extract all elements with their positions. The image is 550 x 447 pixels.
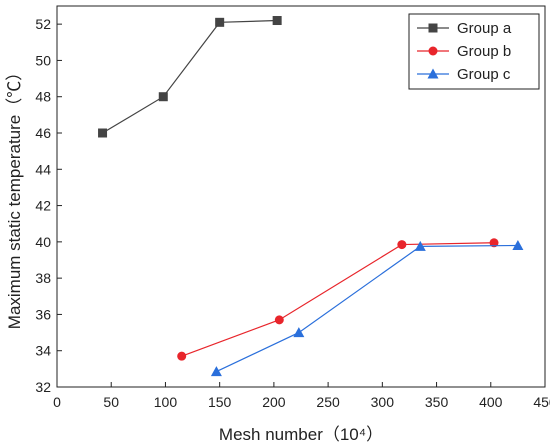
- y-tick-label: 48: [35, 89, 51, 105]
- series-group-a: [98, 16, 282, 138]
- y-tick-label: 40: [35, 234, 51, 250]
- legend-label: Group b: [457, 43, 511, 60]
- x-tick-label: 350: [425, 394, 449, 410]
- legend-label: Group c: [457, 66, 511, 83]
- data-point: [512, 239, 524, 250]
- y-tick-label: 32: [35, 379, 51, 395]
- y-tick-label: 50: [35, 52, 51, 68]
- data-point: [397, 240, 407, 250]
- series-group-c: [210, 239, 524, 377]
- data-point: [274, 315, 284, 325]
- y-tick-label: 44: [35, 161, 51, 177]
- series-group-b: [177, 238, 499, 361]
- y-tick-label: 42: [35, 198, 51, 214]
- legend-marker: [428, 23, 438, 33]
- data-point: [98, 128, 108, 138]
- series-line: [216, 244, 518, 373]
- axes: 0 50 100 150 200 250 300 350 400 450 32 34 36 38 40 42 4…: [35, 5, 550, 410]
- data-point: [293, 327, 305, 338]
- data-point: [215, 17, 225, 27]
- x-tick-label: 150: [208, 394, 232, 410]
- legend-item: Group a: [417, 20, 512, 37]
- legend-item: Group c: [417, 66, 511, 83]
- legend-label: Group a: [457, 20, 512, 37]
- data-point: [158, 92, 168, 102]
- legend-marker: [427, 68, 439, 79]
- series-line: [181, 242, 495, 357]
- x-tick-label: 0: [53, 394, 61, 410]
- y-axis-title: Maximum static temperature（℃）: [5, 64, 24, 329]
- x-axis-title: Mesh number（10⁴）: [219, 425, 383, 444]
- x-tick-label: 50: [103, 394, 119, 410]
- y-tick-label: 46: [35, 125, 51, 141]
- plot-frame: [56, 5, 546, 388]
- data-point: [272, 16, 282, 26]
- x-tick-label: 200: [262, 394, 286, 410]
- series-line: [102, 19, 278, 134]
- data-point: [414, 240, 426, 251]
- legend-item: Group b: [417, 43, 511, 60]
- y-tick-label: 36: [35, 306, 51, 322]
- x-tick-label: 100: [154, 394, 178, 410]
- y-tick-label: 34: [35, 343, 51, 359]
- legend: Group a Group b Group c: [408, 13, 540, 90]
- x-tick-label: 450: [533, 394, 550, 410]
- x-tick-label: 300: [371, 394, 395, 410]
- data-point: [177, 351, 187, 361]
- series-layer: [98, 16, 524, 377]
- legend-marker: [428, 46, 438, 56]
- x-tick-label: 250: [316, 394, 340, 410]
- x-tick-label: 400: [479, 394, 503, 410]
- y-tick-label: 38: [35, 270, 51, 286]
- y-tick-label: 52: [35, 16, 51, 32]
- data-point: [489, 238, 499, 248]
- data-point: [210, 366, 222, 377]
